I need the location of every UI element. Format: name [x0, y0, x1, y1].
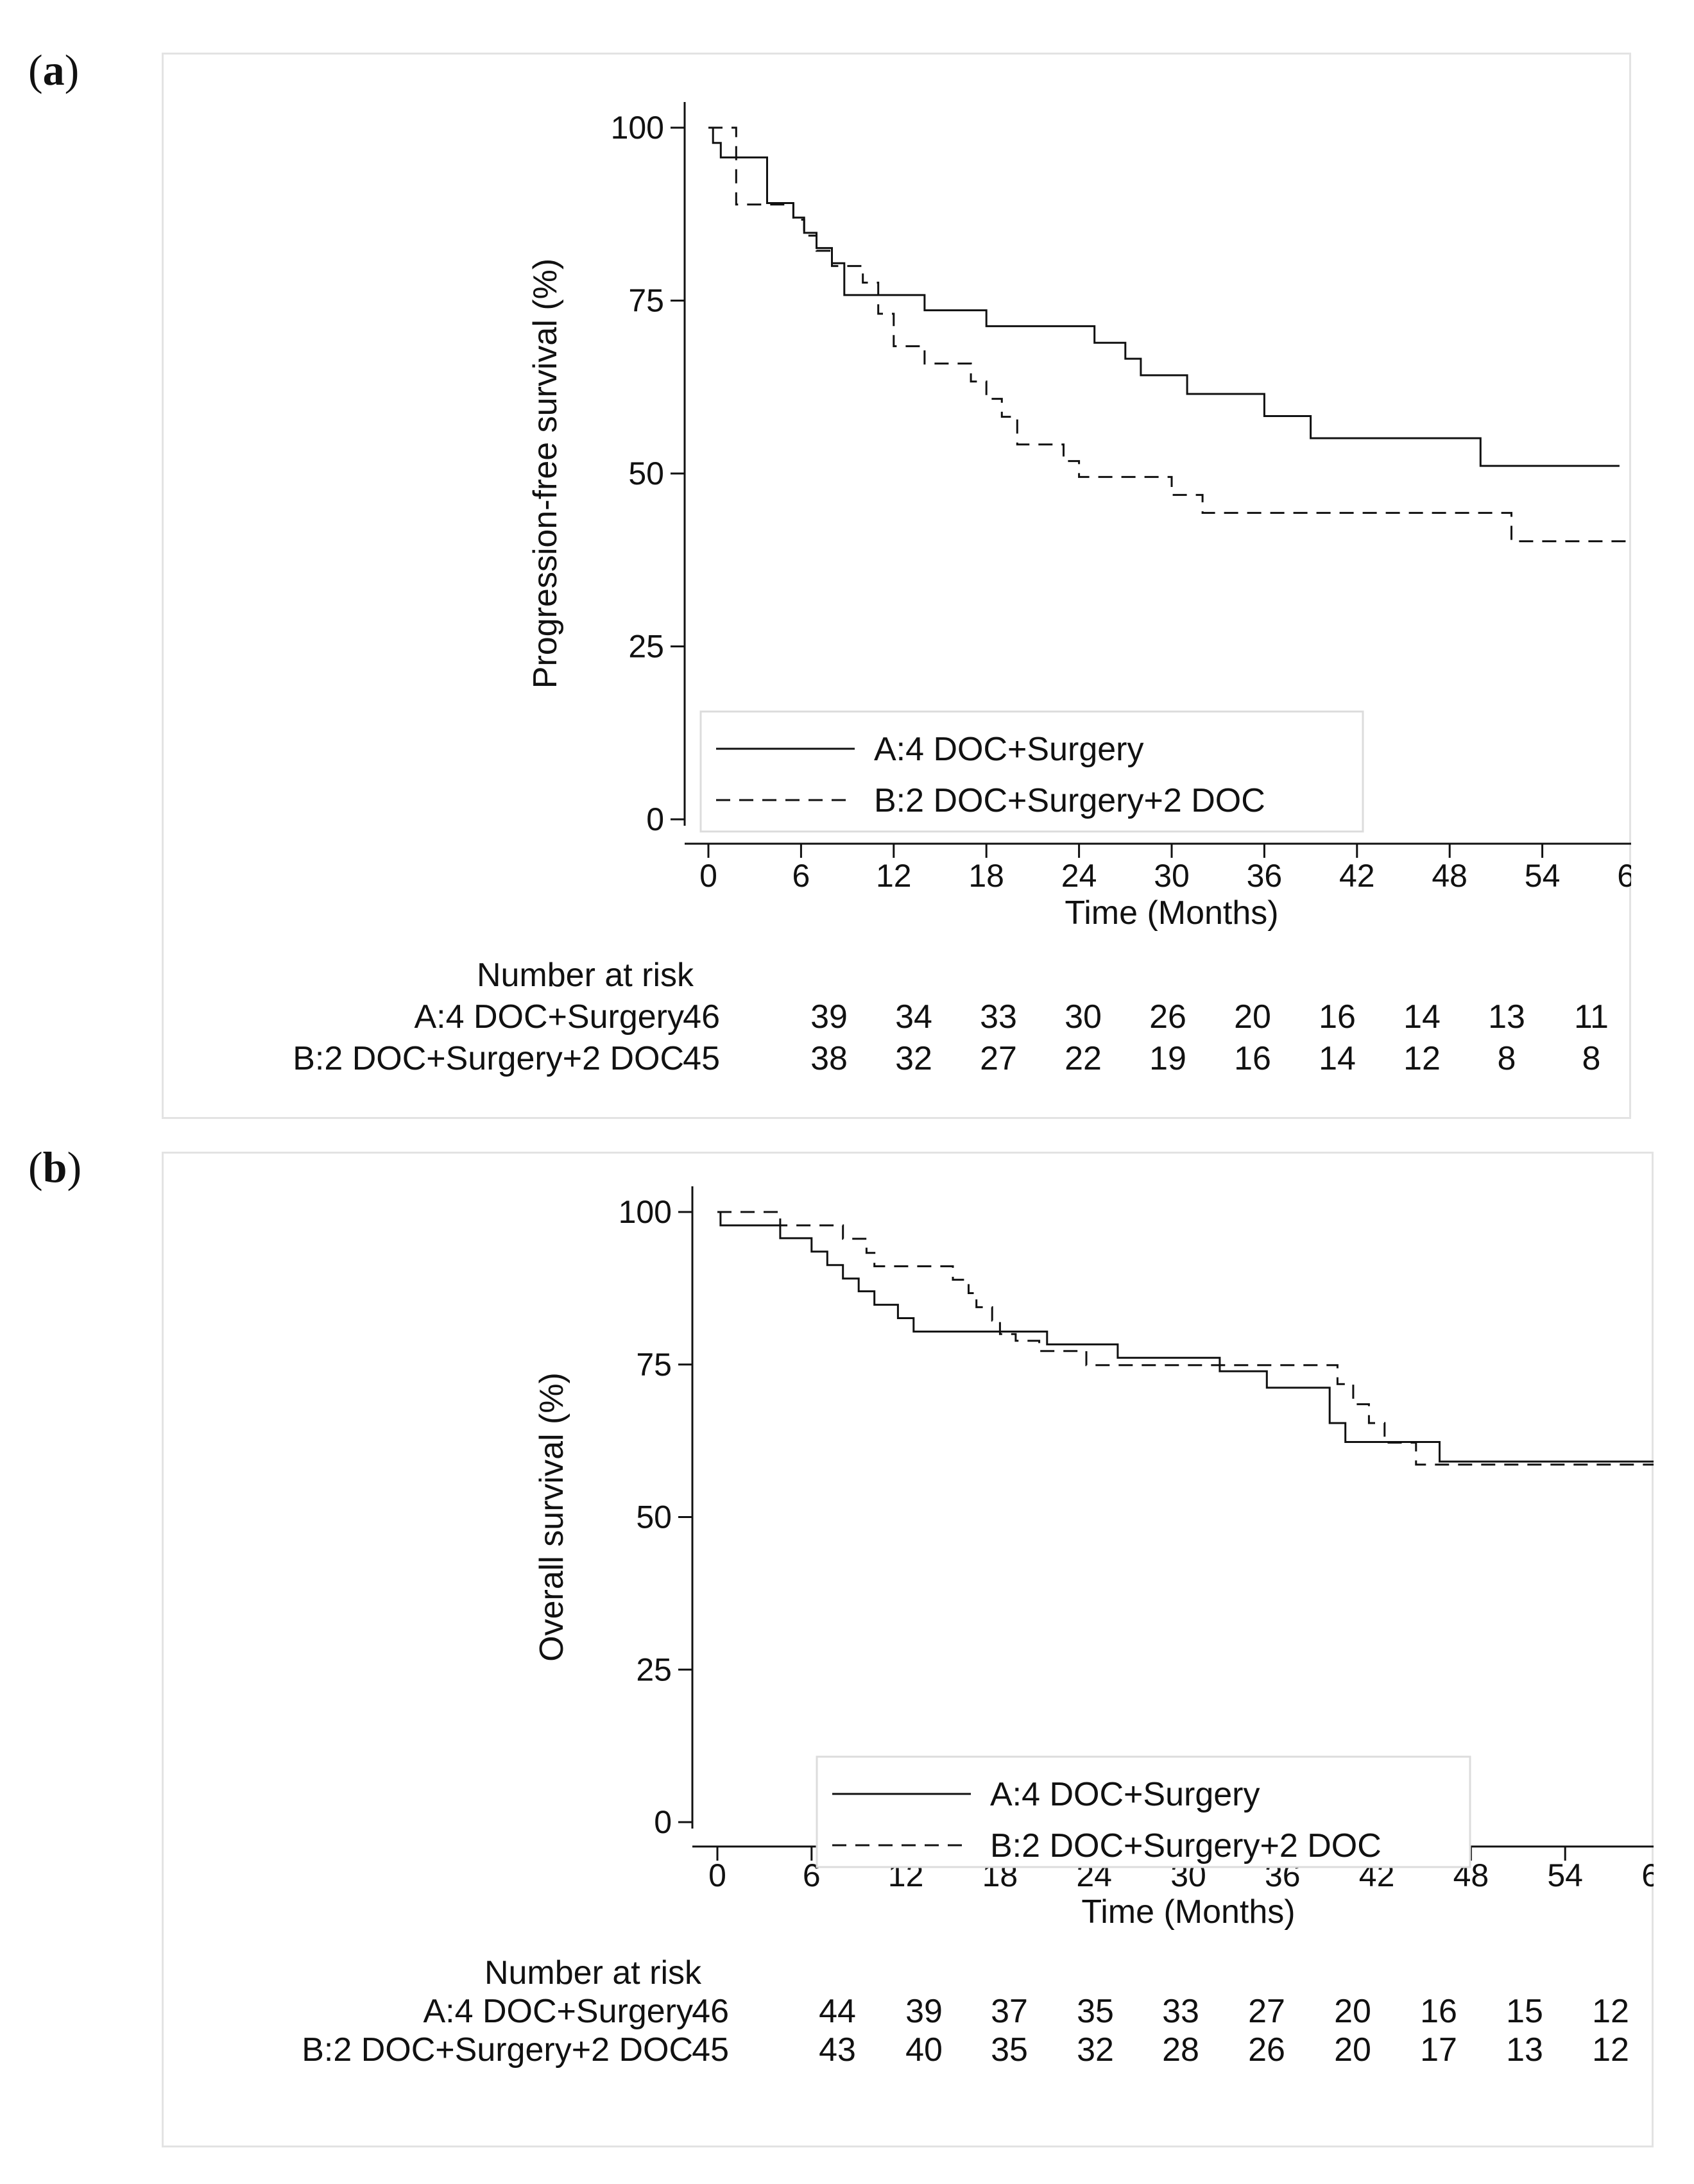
risk-count: 28 — [1162, 2031, 1199, 2069]
x-tick-label: 54 — [1547, 1857, 1583, 1893]
y-tick-label: 0 — [646, 801, 664, 837]
risk-count: 22 — [1065, 1040, 1102, 1077]
risk-count: 33 — [980, 998, 1017, 1036]
x-tick-label: 54 — [1525, 858, 1561, 894]
x-tick-label: 24 — [1061, 858, 1097, 894]
risk-count: 46 — [683, 998, 720, 1036]
x-tick-label: 12 — [876, 858, 912, 894]
pfs-chart: 0 25 50 75 100 0 6 12 18 24 30 36 42 48 54 60 Time (Mont… — [293, 102, 1631, 1077]
x-tick-label: 48 — [1432, 858, 1467, 894]
risk-count: 20 — [1334, 2031, 1371, 2069]
x-tick-label: 0 — [699, 858, 717, 894]
x-tick-label: 60 — [1641, 1857, 1654, 1893]
risk-count: 13 — [1488, 998, 1525, 1036]
risk-count: 35 — [991, 2031, 1028, 2069]
risk-count: 27 — [1248, 1993, 1285, 2030]
y-axis-label: Overall survival (%) — [533, 1372, 570, 1662]
risk-count: 39 — [810, 998, 848, 1036]
risk-count: 12 — [1403, 1040, 1441, 1077]
panel-b-label: (b) — [28, 1143, 82, 1191]
x-tick-label: 42 — [1339, 858, 1375, 894]
y-tick-label: 100 — [611, 110, 664, 146]
x-tick-label: 30 — [1154, 858, 1190, 894]
risk-count: 33 — [1162, 1993, 1199, 2030]
x-axis-label: Time (Months) — [1081, 1893, 1295, 1931]
risk-count: 20 — [1334, 1993, 1371, 2030]
risk-count: 16 — [1234, 1040, 1271, 1077]
x-tick-label: 60 — [1617, 858, 1631, 894]
risk-count: 17 — [1420, 2031, 1457, 2069]
y-tick-label: 50 — [628, 456, 664, 491]
risk-count: 12 — [1592, 1993, 1629, 2030]
panel-a-label: (a) — [28, 46, 80, 94]
risk-count: 46 — [692, 1993, 729, 2030]
legend-entry: B:2 DOC+Surgery+2 DOC — [990, 1827, 1382, 1864]
risk-count: 26 — [1149, 998, 1186, 1036]
risk-row-label: B:2 DOC+Surgery+2 DOC — [302, 2031, 693, 2069]
x-axis-label: Time (Months) — [1065, 894, 1278, 932]
risk-count: 19 — [1149, 1040, 1186, 1077]
series-b-curve — [708, 126, 1631, 543]
y-tick-label: 75 — [636, 1347, 672, 1383]
risk-count: 8 — [1498, 1040, 1516, 1077]
series-a-curve — [708, 126, 1620, 467]
legend-box — [699, 710, 1364, 833]
risk-row-label: A:4 DOC+Surgery — [415, 998, 685, 1036]
risk-count: 27 — [980, 1040, 1017, 1077]
x-tick-label: 36 — [1247, 858, 1283, 894]
risk-count: 26 — [1248, 2031, 1285, 2069]
panel-a-frame — [162, 53, 1631, 1119]
risk-row-label: A:4 DOC+Surgery — [424, 1993, 694, 2030]
y-tick-label: 25 — [628, 629, 664, 665]
risk-count: 20 — [1234, 998, 1271, 1036]
risk-count: 40 — [905, 2031, 943, 2069]
risk-count: 45 — [692, 2031, 729, 2069]
risk-count: 45 — [683, 1040, 720, 1077]
risk-count: 12 — [1592, 2031, 1629, 2069]
risk-count: 14 — [1403, 998, 1441, 1036]
legend-box — [816, 1755, 1471, 1868]
risk-count: 38 — [810, 1040, 848, 1077]
y-axis-label: Progression-free survival (%) — [527, 259, 564, 688]
risk-table-title: Number at risk — [477, 957, 694, 994]
risk-count: 14 — [1319, 1040, 1356, 1077]
legend-entry: B:2 DOC+Surgery+2 DOC — [874, 782, 1265, 819]
risk-count: 44 — [819, 1993, 856, 2030]
risk-count: 35 — [1077, 1993, 1114, 2030]
risk-count: 32 — [1077, 2031, 1114, 2069]
risk-count: 39 — [905, 1993, 943, 2030]
risk-count: 43 — [819, 2031, 856, 2069]
y-tick-label: 100 — [619, 1194, 672, 1230]
risk-table-title: Number at risk — [484, 1954, 702, 1992]
x-tick-label: 18 — [968, 858, 1004, 894]
risk-count: 32 — [895, 1040, 932, 1077]
y-tick-label: 75 — [628, 283, 664, 319]
series-b-curve — [717, 1211, 1654, 1466]
risk-count: 15 — [1506, 1993, 1543, 2030]
risk-count: 34 — [895, 998, 932, 1036]
y-tick-label: 25 — [636, 1651, 672, 1687]
risk-row-label: B:2 DOC+Surgery+2 DOC — [293, 1040, 684, 1077]
risk-count: 13 — [1506, 2031, 1543, 2069]
risk-count: 8 — [1582, 1040, 1601, 1077]
y-tick-label: 50 — [636, 1499, 672, 1535]
y-tick-label: 0 — [654, 1804, 672, 1840]
legend-entry: A:4 DOC+Surgery — [990, 1776, 1260, 1813]
legend-entry: A:4 DOC+Surgery — [874, 731, 1144, 768]
series-a-curve — [717, 1211, 1654, 1463]
risk-count: 16 — [1420, 1993, 1457, 2030]
x-tick-label: 0 — [708, 1857, 726, 1893]
risk-count: 11 — [1574, 998, 1609, 1036]
risk-count: 16 — [1319, 998, 1356, 1036]
risk-count: 30 — [1065, 998, 1102, 1036]
x-tick-label: 6 — [792, 858, 810, 894]
os-chart: 025507510006121824303642485460Time (Mont… — [302, 1186, 1654, 2069]
risk-count: 37 — [991, 1993, 1028, 2030]
